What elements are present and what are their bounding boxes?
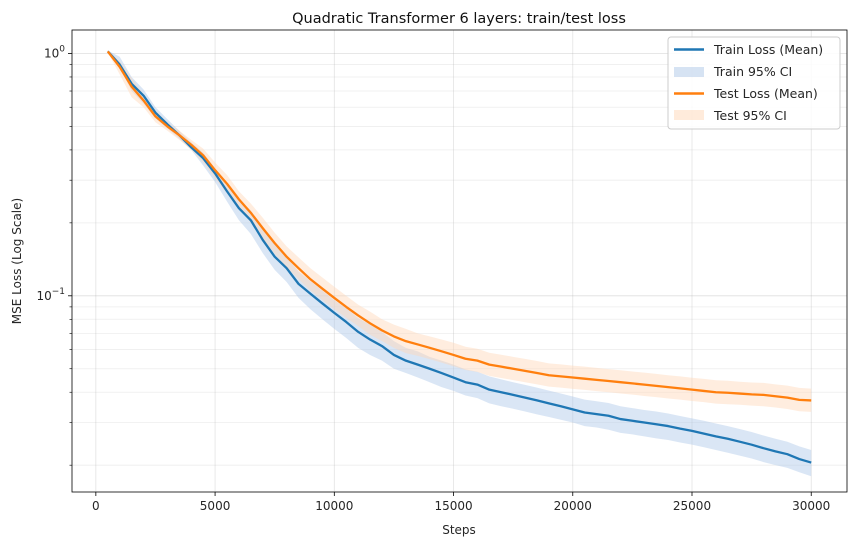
- x-axis-title: Steps: [442, 523, 476, 537]
- legend-train-mean-label: Train Loss (Mean): [713, 42, 823, 57]
- x-tick-label: 10000: [315, 499, 353, 513]
- y-tick-label: 100: [44, 44, 65, 60]
- x-tick-label: 20000: [554, 499, 592, 513]
- y-axis-title: MSE Loss (Log Scale): [10, 198, 24, 324]
- axis-ticks: 0 5000 10000 15000 20000 25000 30000 100 10−1: [36, 44, 830, 513]
- x-tick-label: 15000: [434, 499, 472, 513]
- legend: Train Loss (Mean) Train 95% CI Test Loss…: [667, 36, 841, 130]
- y-tick-label: 10−1: [36, 287, 65, 303]
- x-tick-label: 5000: [200, 499, 231, 513]
- chart-title: Quadratic Transformer 6 layers: train/te…: [292, 11, 626, 27]
- train-95-ci-band: [107, 50, 812, 477]
- legend-test-ci-label: Test 95% CI: [713, 108, 787, 123]
- x-tick-label: 0: [92, 499, 100, 513]
- legend-test-ci-swatch: [674, 110, 704, 120]
- series-lines: [106, 50, 812, 464]
- legend-train-ci-swatch: [674, 67, 704, 77]
- test-loss-mean-line: [106, 50, 812, 402]
- ci-bands: [107, 50, 812, 477]
- plot-frame: [71, 29, 848, 493]
- x-tick-label: 30000: [792, 499, 830, 513]
- x-tick-label: 25000: [673, 499, 711, 513]
- legend-box: [667, 36, 841, 130]
- train-loss-mean-line: [106, 50, 812, 464]
- legend-test-mean-label: Test Loss (Mean): [713, 86, 818, 101]
- legend-train-ci-label: Train 95% CI: [713, 64, 792, 79]
